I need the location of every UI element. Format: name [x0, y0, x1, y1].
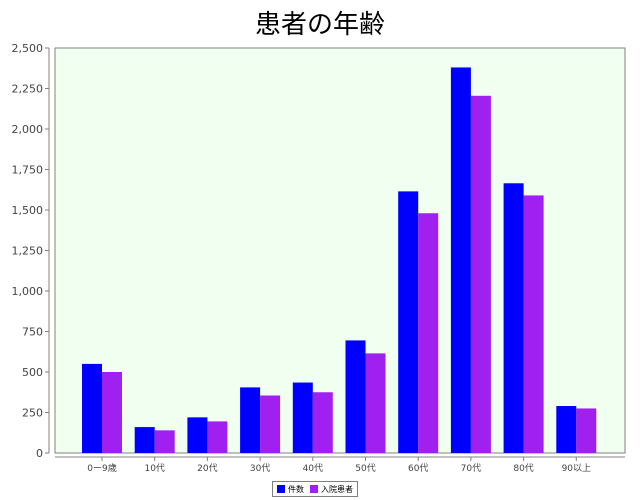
- bar-count: [292, 382, 313, 453]
- bar-count: [187, 417, 208, 453]
- bar-count: [398, 191, 419, 453]
- y-tick-label: 1,750: [12, 164, 44, 177]
- x-tick-label: 20代: [197, 463, 217, 474]
- legend-item-inpatients: 入院患者: [310, 484, 353, 495]
- bar-count: [134, 427, 155, 453]
- x-tick-label: 0ー9歳: [87, 462, 116, 474]
- legend-label-inpatients: 入院患者: [321, 484, 353, 494]
- bar-count: [450, 67, 471, 453]
- y-tick-label: 500: [22, 366, 43, 379]
- legend-swatch-count: [277, 485, 285, 493]
- x-tick-label: 30代: [250, 463, 270, 474]
- y-tick-label: 2,250: [12, 83, 44, 96]
- y-tick-label: 250: [22, 407, 43, 420]
- x-tick-label: 90以上: [562, 463, 591, 474]
- chart-title: 患者の年齢: [254, 10, 385, 40]
- bar-count: [503, 183, 524, 453]
- x-tick-label: 60代: [408, 463, 428, 474]
- bar-inpatients: [154, 430, 175, 453]
- x-axis: 0ー9歳 10代 20代 30代 40代 50代 60代 70代 80代 90以上: [55, 456, 625, 474]
- x-tick-label: 40代: [303, 463, 323, 474]
- bar-inpatients: [260, 395, 281, 453]
- x-tick-label: 50代: [355, 463, 375, 474]
- y-tick-label: 2,000: [12, 123, 44, 136]
- bar-count: [556, 406, 577, 453]
- bar-inpatients: [523, 195, 544, 454]
- bar-inpatients: [365, 353, 386, 453]
- x-tick-label: 80代: [513, 463, 533, 474]
- y-tick-label: 1,000: [12, 285, 44, 298]
- bar-count: [82, 363, 102, 453]
- bar-count: [345, 340, 366, 453]
- bar-inpatients: [470, 95, 491, 453]
- bar-count: [240, 387, 261, 453]
- bar-inpatients: [102, 372, 122, 453]
- x-tick-label: 10代: [144, 463, 164, 474]
- legend-swatch-inpatients: [310, 485, 318, 493]
- y-tick-label: 1,250: [12, 245, 44, 258]
- bar-inpatients: [576, 408, 597, 453]
- bar-inpatients: [418, 213, 439, 453]
- y-tick-label: 1,500: [12, 204, 44, 217]
- y-tick-label: 2,500: [12, 42, 44, 55]
- bars: [82, 67, 597, 454]
- legend-label-count: 件数: [288, 484, 304, 494]
- y-tick-label: 0: [36, 447, 43, 460]
- bar-inpatients: [207, 421, 228, 453]
- x-tick-label: 70代: [461, 463, 481, 474]
- bar-inpatients: [312, 392, 333, 453]
- y-tick-label: 750: [22, 326, 43, 339]
- legend-item-count: 件数: [277, 484, 304, 495]
- y-axis: 0 250 500 750 1,000 1,250 1,500 1,750 2,000 2,250…: [12, 42, 50, 460]
- legend: 件数 入院患者: [272, 481, 358, 497]
